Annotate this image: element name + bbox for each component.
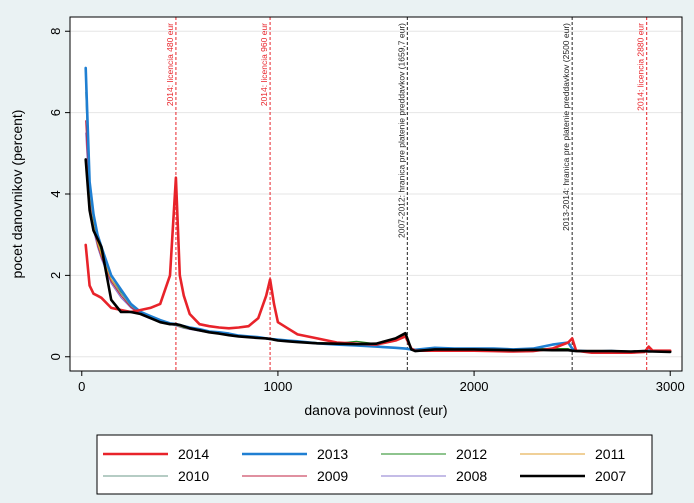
series-lines	[84, 66, 672, 355]
reference-line-label: 2014: licencia 960 eur	[259, 23, 269, 106]
y-tick-label: 8	[48, 28, 63, 35]
legend-label: 2014	[178, 446, 209, 462]
legend-label: 2013	[317, 446, 348, 462]
x-tick-label: 3000	[656, 379, 685, 394]
legend-label: 2009	[317, 468, 348, 484]
legend-label: 2012	[456, 446, 487, 462]
legend: 2014 2013 2012 2011 2010 2009 2008 2007	[96, 434, 653, 495]
gridlines	[70, 30, 682, 358]
reference-line-label: 2014: licencia 480 eur	[165, 23, 175, 106]
reference-line-label: 2007-2012: hranica pre platenie preddavk…	[396, 23, 406, 238]
series-line-2014	[84, 176, 672, 355]
legend-label: 2008	[456, 468, 487, 484]
reference-line-label: 2014: licencia 2880 eur	[636, 23, 646, 111]
legend-label: 2010	[178, 468, 209, 484]
legend-box	[96, 434, 653, 495]
x-tick-label: 2000	[460, 379, 489, 394]
legend-label: 2007	[595, 468, 626, 484]
legend-label: 2011	[595, 446, 625, 462]
x-tick-label: 1000	[263, 379, 292, 394]
reference-line-label: 2013-2014: hranica pre platenie preddavk…	[561, 23, 571, 231]
x-tick-label: 0	[78, 379, 85, 394]
y-tick-label: 6	[48, 109, 63, 116]
y-tick-label: 0	[48, 353, 63, 360]
x-axis-title: danova povinnost (eur)	[304, 402, 447, 418]
y-tick-label: 4	[48, 190, 63, 197]
y-tick-label: 2	[48, 272, 63, 279]
axes: 0 1000 2000 3000 0 2 4 6 8	[48, 28, 685, 394]
y-axis-title: pocet danovnikov (percent)	[9, 110, 25, 279]
series-line-2007	[84, 158, 672, 354]
